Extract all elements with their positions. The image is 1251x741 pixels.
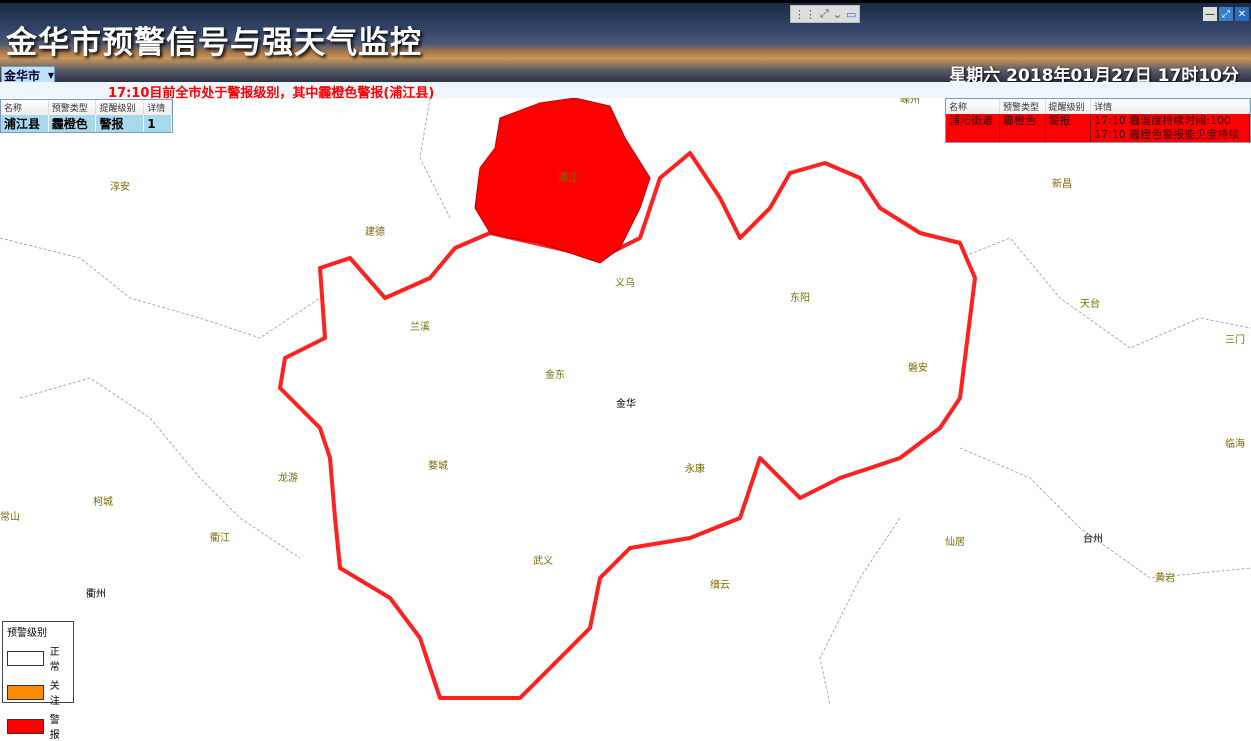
column-header: 详情 (1090, 99, 1250, 114)
map-label: 台州 (1083, 532, 1103, 545)
window-controls: — ⤢ ✕ (1203, 7, 1249, 21)
cell-detail: 17:10 霾湿度持续时间:100 17:10 霾橙色警报能见度持续 (1090, 114, 1250, 142)
legend-label: 关注 (49, 681, 60, 707)
header-banner: 金华市预警信号与强天气监控 星期六 2018年01月27日 17时10分 ⋮⋮ … (0, 0, 1251, 86)
table-row[interactable]: 浦阳街道 霾橙色 警报 17:10 霾湿度持续时间:100 17:10 霾橙色警报能见度… (946, 114, 1250, 142)
border-line (0, 237, 321, 339)
column-header: 预警类型 (999, 99, 1046, 114)
legend-swatch (7, 718, 44, 734)
map-labels: 嵊州 淳安 建德 浦江 新昌 义乌 东阳 兰溪 天台 三门 金东 金华 磐安 临… (0, 98, 1245, 600)
datetime: 星期六 2018年01月27日 17时10分 (949, 66, 1239, 86)
column-header: 提醒级别 (95, 100, 145, 115)
chevron-down-icon[interactable]: ⌄ (832, 7, 843, 21)
legend: 预警级别 正常 关注 警报 (2, 621, 74, 741)
map-label: 永康 (685, 462, 705, 475)
detail-line: 17:10 霾湿度持续时间:100 (1094, 114, 1232, 127)
map-label: 磐安 (908, 361, 928, 374)
map-label: 东阳 (790, 291, 810, 304)
map-label: 临海 (1225, 437, 1245, 450)
monitor-icon[interactable]: ▭ (846, 7, 857, 21)
fullscreen-icon[interactable]: ⤢ (820, 7, 829, 20)
alert-message: 17:10目前全市处于警报级别，其中霾橙色警报(浦江县) (108, 86, 435, 101)
cell-name: 浦阳街道 (946, 114, 1000, 142)
detail-line: 17:10 霾橙色警报能见度持续 (1094, 128, 1240, 141)
map-label: 黄岩 (1155, 571, 1175, 584)
city-select-value: 金华市 (4, 68, 41, 83)
border-line (959, 237, 1251, 349)
map-label: 武义 (533, 554, 553, 567)
cell-detail: 1 (143, 115, 172, 132)
column-header: 详情 (143, 100, 172, 115)
jinhua-city-boundary (278, 151, 977, 700)
map-label: 柯城 (93, 495, 113, 508)
border-line (819, 517, 901, 705)
alert-bar: 17:10目前全市处于警报级别，其中霾橙色警报(浦江县) (0, 82, 1251, 101)
legend-item: 关注 (7, 677, 69, 707)
dropdown-arrow-icon: ▼ (47, 70, 54, 80)
border-line (419, 98, 451, 219)
map-label: 浦江 (558, 171, 578, 184)
legend-label: 警报 (49, 715, 60, 741)
county-alert-table: 名称 预警类型 提醒级别 详情 浦江县 霾橙色 警报 1 (0, 99, 173, 133)
map-label: 天台 (1080, 297, 1100, 310)
pujiang-county-alert (474, 98, 651, 264)
toolbox: ⋮⋮ ⤢ ⌄ ▭ (790, 5, 860, 23)
legend-swatch (7, 650, 44, 666)
column-header: 提醒级别 (1045, 99, 1092, 114)
cell-name: 浦江县 (1, 115, 49, 132)
page-title: 金华市预警信号与强天气监控 (6, 25, 422, 61)
map-label: 建德 (365, 225, 385, 238)
legend-label: 正常 (49, 647, 60, 673)
grid-icon[interactable]: ⋮⋮ (794, 7, 816, 21)
map-label: 常山 (0, 510, 20, 523)
map-label: 金华 (616, 397, 636, 410)
legend-item: 正常 (7, 643, 69, 673)
column-header: 预警类型 (48, 100, 97, 115)
map[interactable]: 嵊州 淳安 建德 浦江 新昌 义乌 东阳 兰溪 天台 三门 金东 金华 磐安 临… (0, 98, 1251, 705)
map-label: 衢江 (210, 532, 230, 544)
map-label: 衢州 (86, 588, 106, 600)
map-label: 淳安 (110, 180, 130, 193)
region-borders (0, 98, 1251, 705)
street-alert-table: 名称 预警类型 提醒级别 详情 浦阳街道 霾橙色 警报 17:10 霾湿度持续时间:100 1… (945, 98, 1251, 143)
cell-type: 霾橙色 (48, 115, 97, 132)
column-header: 名称 (1, 100, 49, 115)
close-button[interactable]: ✕ (1235, 7, 1249, 21)
map-label: 仙居 (945, 535, 965, 548)
column-header: 名称 (946, 99, 1000, 114)
legend-title: 预警级别 (7, 628, 47, 639)
border-line (19, 377, 301, 559)
cell-level: 警报 (95, 115, 145, 132)
map-label: 兰溪 (410, 320, 430, 333)
map-label: 婺城 (428, 460, 448, 472)
map-label: 金东 (545, 368, 565, 381)
minimize-button[interactable]: — (1203, 7, 1217, 21)
map-label: 新昌 (1052, 177, 1072, 190)
map-label: 嵊州 (900, 98, 920, 106)
cell-level: 警报 (1045, 114, 1092, 142)
map-label: 义乌 (615, 276, 635, 289)
border-line (959, 447, 1251, 579)
cell-type: 霾橙色 (999, 114, 1046, 142)
map-label: 龙游 (278, 471, 298, 484)
legend-swatch (7, 684, 44, 700)
map-label: 三门 (1225, 333, 1245, 346)
table-row[interactable]: 浦江县 霾橙色 警报 1 (1, 115, 172, 132)
legend-item: 警报 (7, 711, 69, 741)
maximize-button[interactable]: ⤢ (1219, 7, 1233, 21)
map-label: 缙云 (710, 578, 730, 591)
